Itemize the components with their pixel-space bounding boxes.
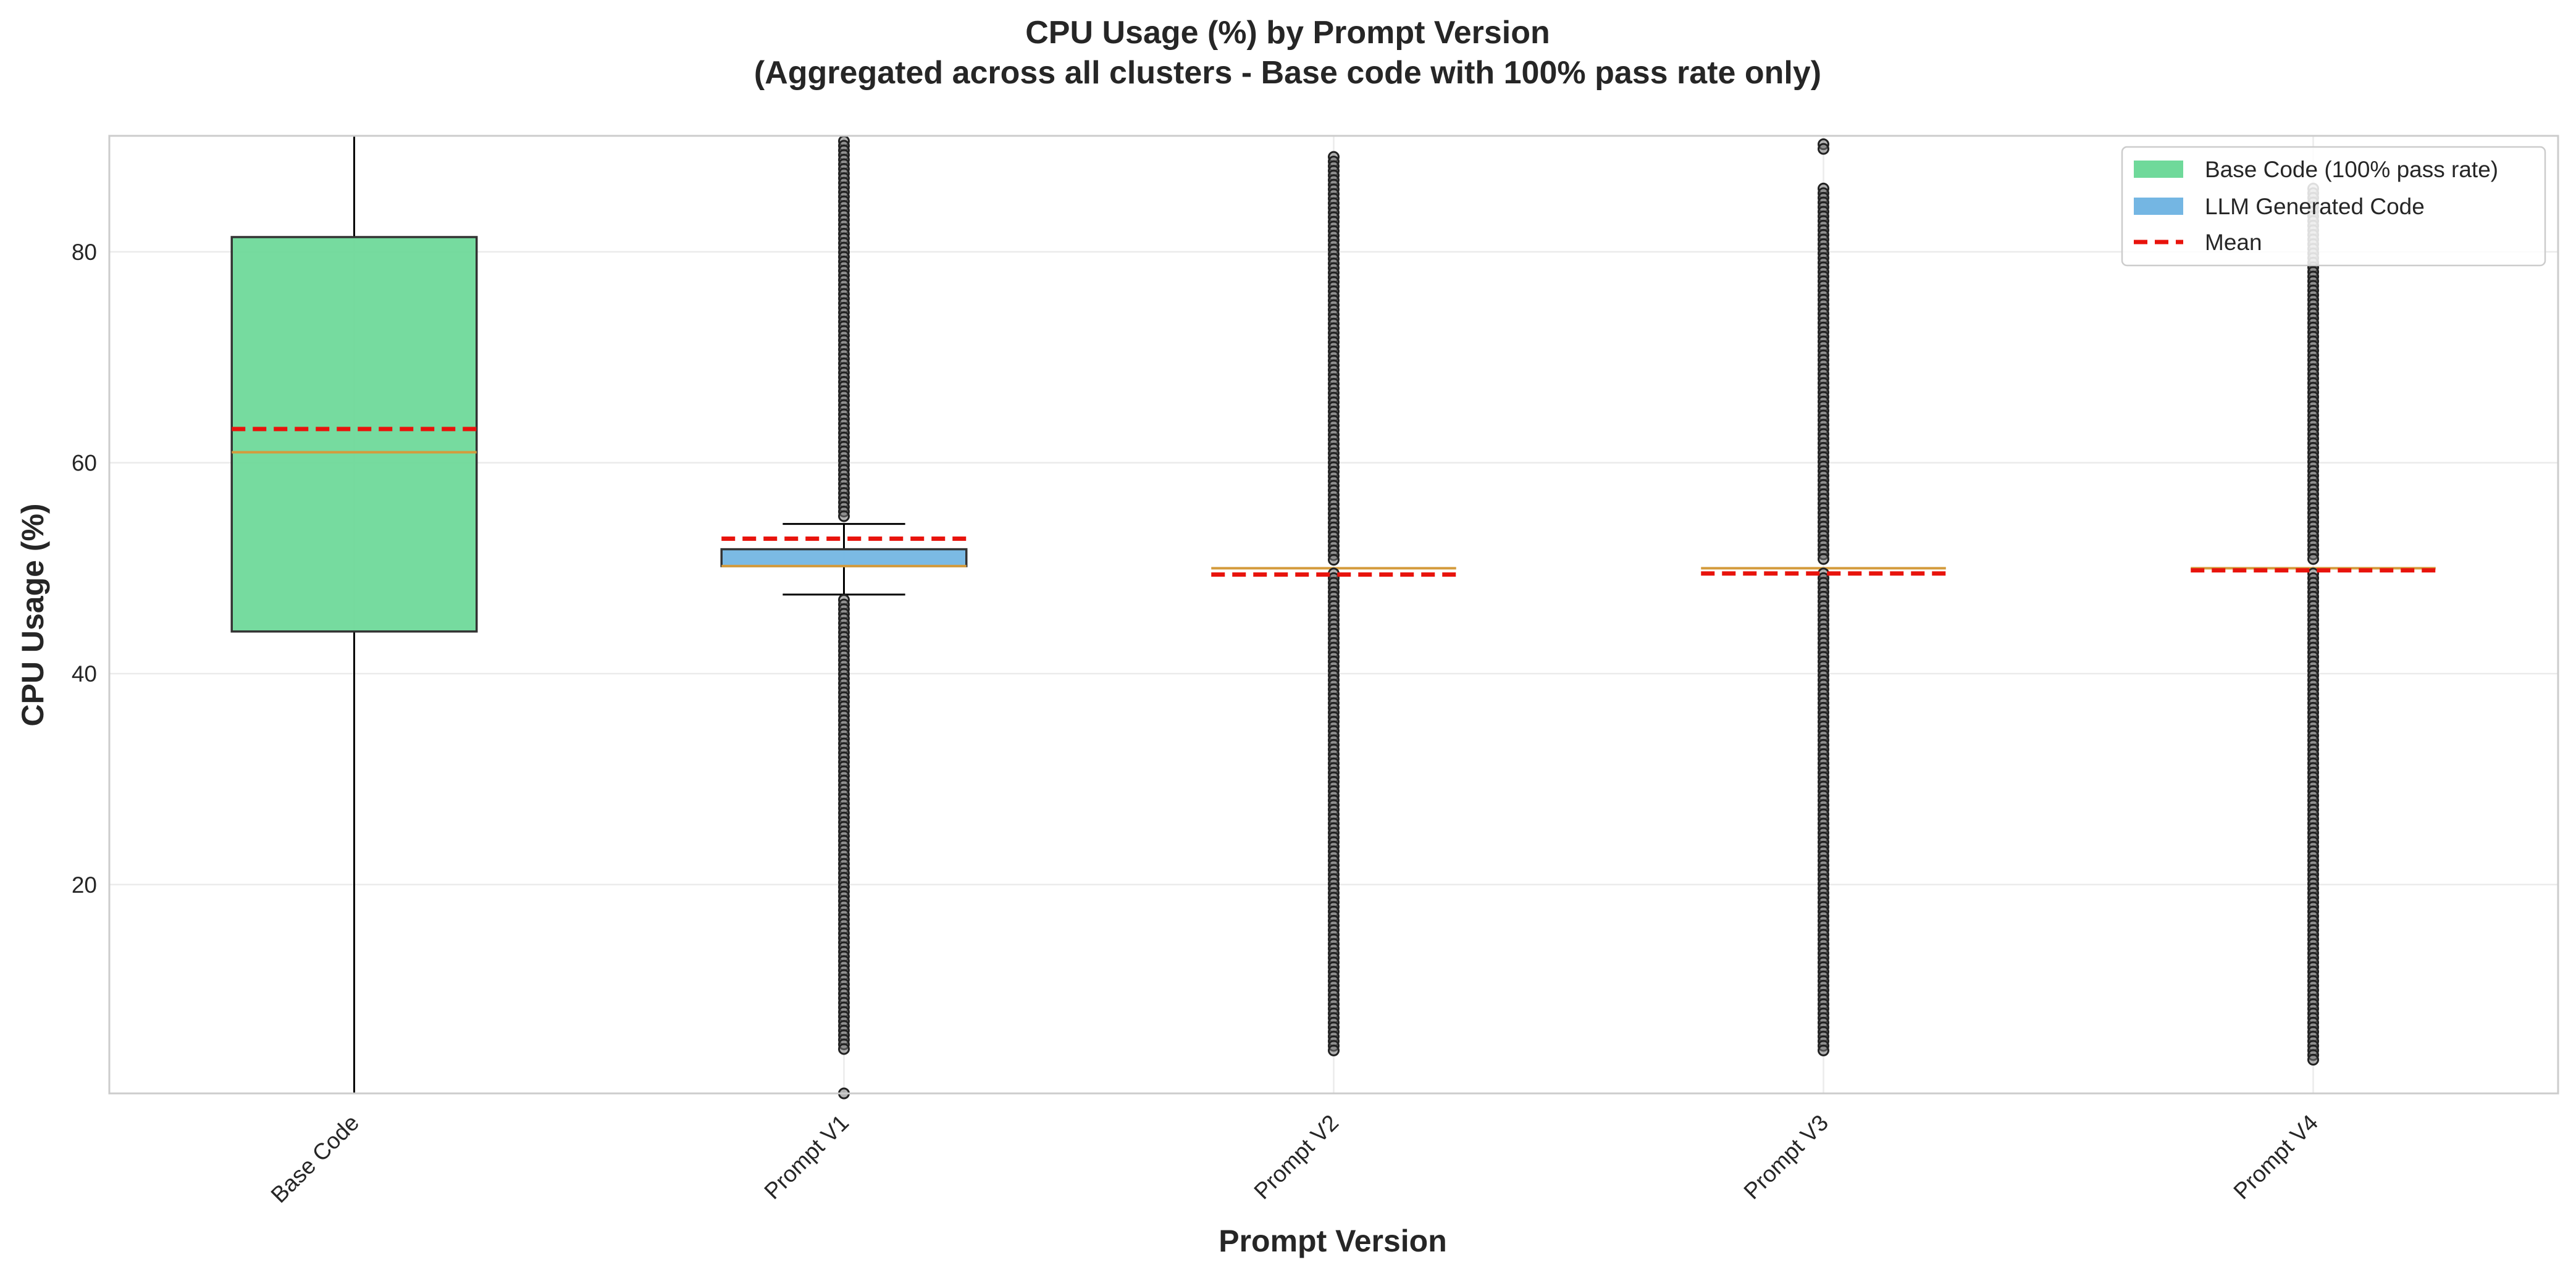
outlier-group [1328, 151, 1340, 1056]
plot-frame [108, 135, 2559, 1095]
y-axis-label: CPU Usage (%) [15, 503, 50, 726]
legend-swatch-base [2134, 161, 2183, 178]
box-group [1211, 151, 1456, 1056]
y-tick-label: 80 [72, 240, 97, 265]
outlier-group [2307, 182, 2319, 1066]
y-axis-ticks: 20 40 60 80 [72, 240, 97, 898]
legend-label-llm: LLM Generated Code [2205, 194, 2425, 219]
outlier-point [838, 510, 850, 522]
outlier-point [2307, 553, 2319, 565]
plot-layer [230, 135, 2436, 1100]
y-tick-label: 40 [72, 661, 97, 687]
outlier-point [1818, 553, 1829, 565]
x-axis-label: Prompt Version [1219, 1224, 1447, 1258]
box-iqr [230, 236, 478, 633]
outlier-point [1818, 1044, 1829, 1056]
outlier-point [838, 1043, 850, 1055]
legend: Base Code (100% pass rate) LLM Generated… [2121, 146, 2546, 267]
box-group [230, 136, 478, 1095]
box-group [720, 135, 968, 1100]
y-tick-label: 60 [72, 451, 97, 476]
outlier-point [2307, 1053, 2319, 1066]
legend-swatch-llm [2134, 198, 2183, 215]
box-group [1701, 138, 1946, 1056]
outlier-point [1328, 1044, 1340, 1056]
outlier-point [1328, 554, 1340, 566]
box-iqr [720, 548, 968, 567]
legend-label-base: Base Code (100% pass rate) [2205, 157, 2498, 182]
outlier-point [1818, 143, 1829, 155]
legend-frame [2121, 146, 2546, 267]
y-tick-label: 20 [72, 872, 97, 898]
outlier-group [1818, 138, 1829, 1056]
outlier-group [838, 135, 850, 1100]
legend-label-mean: Mean [2205, 230, 2262, 255]
chart-subtitle: (Aggregated across all clusters - Base c… [754, 55, 1821, 91]
chart-title: CPU Usage (%) by Prompt Version [1025, 15, 1550, 51]
